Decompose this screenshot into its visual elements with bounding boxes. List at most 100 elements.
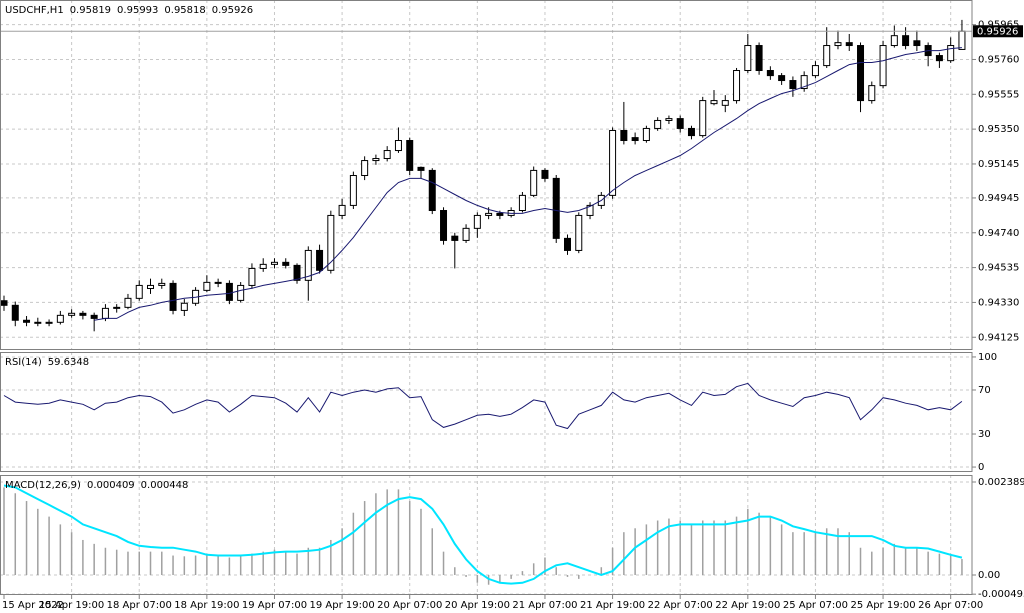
candle-body (124, 297, 132, 308)
candle-body (0, 300, 8, 306)
candle-body (56, 314, 64, 323)
candle-body (417, 166, 425, 171)
candle-body (406, 140, 414, 171)
x-tick-label: 25 Apr 19:00 (850, 600, 915, 611)
candle-body (270, 261, 278, 265)
candle-body (327, 214, 335, 271)
x-tick-label: 21 Apr 19:00 (580, 600, 645, 611)
x-tick-label: 15 Apr 2022 (2, 600, 64, 611)
y-tick-label: 0.94945 (978, 193, 1019, 204)
candle-body (496, 212, 504, 216)
candle-body (733, 70, 741, 102)
y-tick-label: 0.94535 (978, 263, 1019, 274)
candle-body (518, 194, 526, 212)
candle-body (676, 118, 684, 129)
candle-body (766, 70, 774, 77)
candle-body (203, 281, 211, 291)
candle-body (811, 65, 819, 77)
x-tick-label: 19 Apr 19:00 (309, 600, 374, 611)
candle-body (11, 304, 19, 321)
candle-body (259, 263, 267, 269)
candle-body (789, 80, 797, 90)
candle-body (642, 127, 650, 142)
candle-body (552, 177, 560, 239)
panel-header: RSI(14) 59.6348 (5, 357, 89, 368)
candle-body (361, 160, 369, 177)
candle-body (473, 214, 481, 229)
y-tick-label: 0.94125 (978, 332, 1019, 343)
candle-body (372, 158, 380, 162)
last-price-box (973, 25, 1023, 38)
x-tick-label: 21 Apr 07:00 (512, 600, 577, 611)
candle-body (823, 45, 831, 67)
panel-header: USDCHF,H1 0.95819 0.95993 0.95818 0.95926 (5, 5, 253, 16)
indicator-name: MACD(12,26,9) (5, 480, 81, 491)
candle-body (845, 42, 853, 47)
candle-body (541, 169, 549, 179)
candle-body (180, 302, 188, 311)
candle-body (620, 129, 628, 142)
candle-body (225, 282, 233, 301)
candle-body (935, 55, 943, 62)
y-tick-label: 30 (978, 429, 991, 440)
candle-body (428, 169, 436, 212)
candle-body (800, 75, 808, 90)
header-value: 0.95926 (212, 5, 253, 16)
last-price-label: 0.95926 (977, 26, 1018, 37)
y-tick-label: 0.95760 (978, 54, 1019, 65)
candle-body (744, 45, 752, 72)
x-tick-label: 15 Apr 19:00 (39, 600, 104, 611)
candle-body (394, 140, 402, 152)
candle-body (687, 127, 695, 137)
y-tick-label: 100 (978, 352, 997, 363)
candle-body (440, 210, 448, 241)
x-tick-label: 18 Apr 07:00 (107, 600, 172, 611)
x-tick-label: 20 Apr 19:00 (445, 600, 510, 611)
header-value: 0.000448 (141, 480, 189, 491)
candle-body (586, 204, 594, 216)
candle-body (169, 282, 177, 311)
candle-body (654, 119, 662, 129)
y-tick-label: 0.00 (978, 570, 1000, 581)
x-tick-label: 25 Apr 07:00 (783, 600, 848, 611)
indicator-name: RSI(14) (5, 357, 42, 368)
y-tick-label: 0.95965 (978, 20, 1019, 31)
candle-body (947, 45, 955, 62)
candle-body (868, 85, 876, 102)
candle-body (68, 312, 76, 316)
candle-body (609, 129, 617, 196)
signal-line (3, 484, 963, 585)
candle-body (755, 45, 763, 72)
header-value: 0.95818 (164, 5, 205, 16)
x-tick-label: 26 Apr 07:00 (918, 600, 983, 611)
x-tick-label: 18 Apr 19:00 (174, 600, 239, 611)
panel-frame (0, 0, 973, 350)
candle-body (665, 118, 673, 121)
header-value: 0.95993 (117, 5, 158, 16)
header-value: 0.95819 (70, 5, 111, 16)
candle-body (902, 35, 910, 47)
candle-body (710, 100, 718, 105)
candle-body (879, 45, 887, 87)
candle-body (699, 100, 707, 137)
header-value: 59.6348 (48, 357, 89, 368)
moving-average (94, 47, 962, 321)
panel-frame (0, 352, 973, 472)
y-tick-label: 0.95145 (978, 159, 1019, 170)
candle-body (147, 284, 155, 289)
y-tick-label: 0 (978, 462, 984, 473)
x-tick-label: 22 Apr 07:00 (648, 600, 713, 611)
candle-body (485, 212, 493, 216)
candle-body (631, 137, 639, 142)
rsi-line (3, 382, 963, 430)
candle-body (451, 235, 459, 241)
y-tick-label: 0.94330 (978, 297, 1019, 308)
panel-frame (0, 475, 973, 595)
candle-body (23, 319, 31, 323)
candle-body (349, 175, 357, 206)
candle-body (214, 281, 222, 284)
y-tick-label: 0.94740 (978, 228, 1019, 239)
candle-body (530, 169, 538, 196)
indicator-name: USDCHF,H1 (5, 5, 64, 16)
